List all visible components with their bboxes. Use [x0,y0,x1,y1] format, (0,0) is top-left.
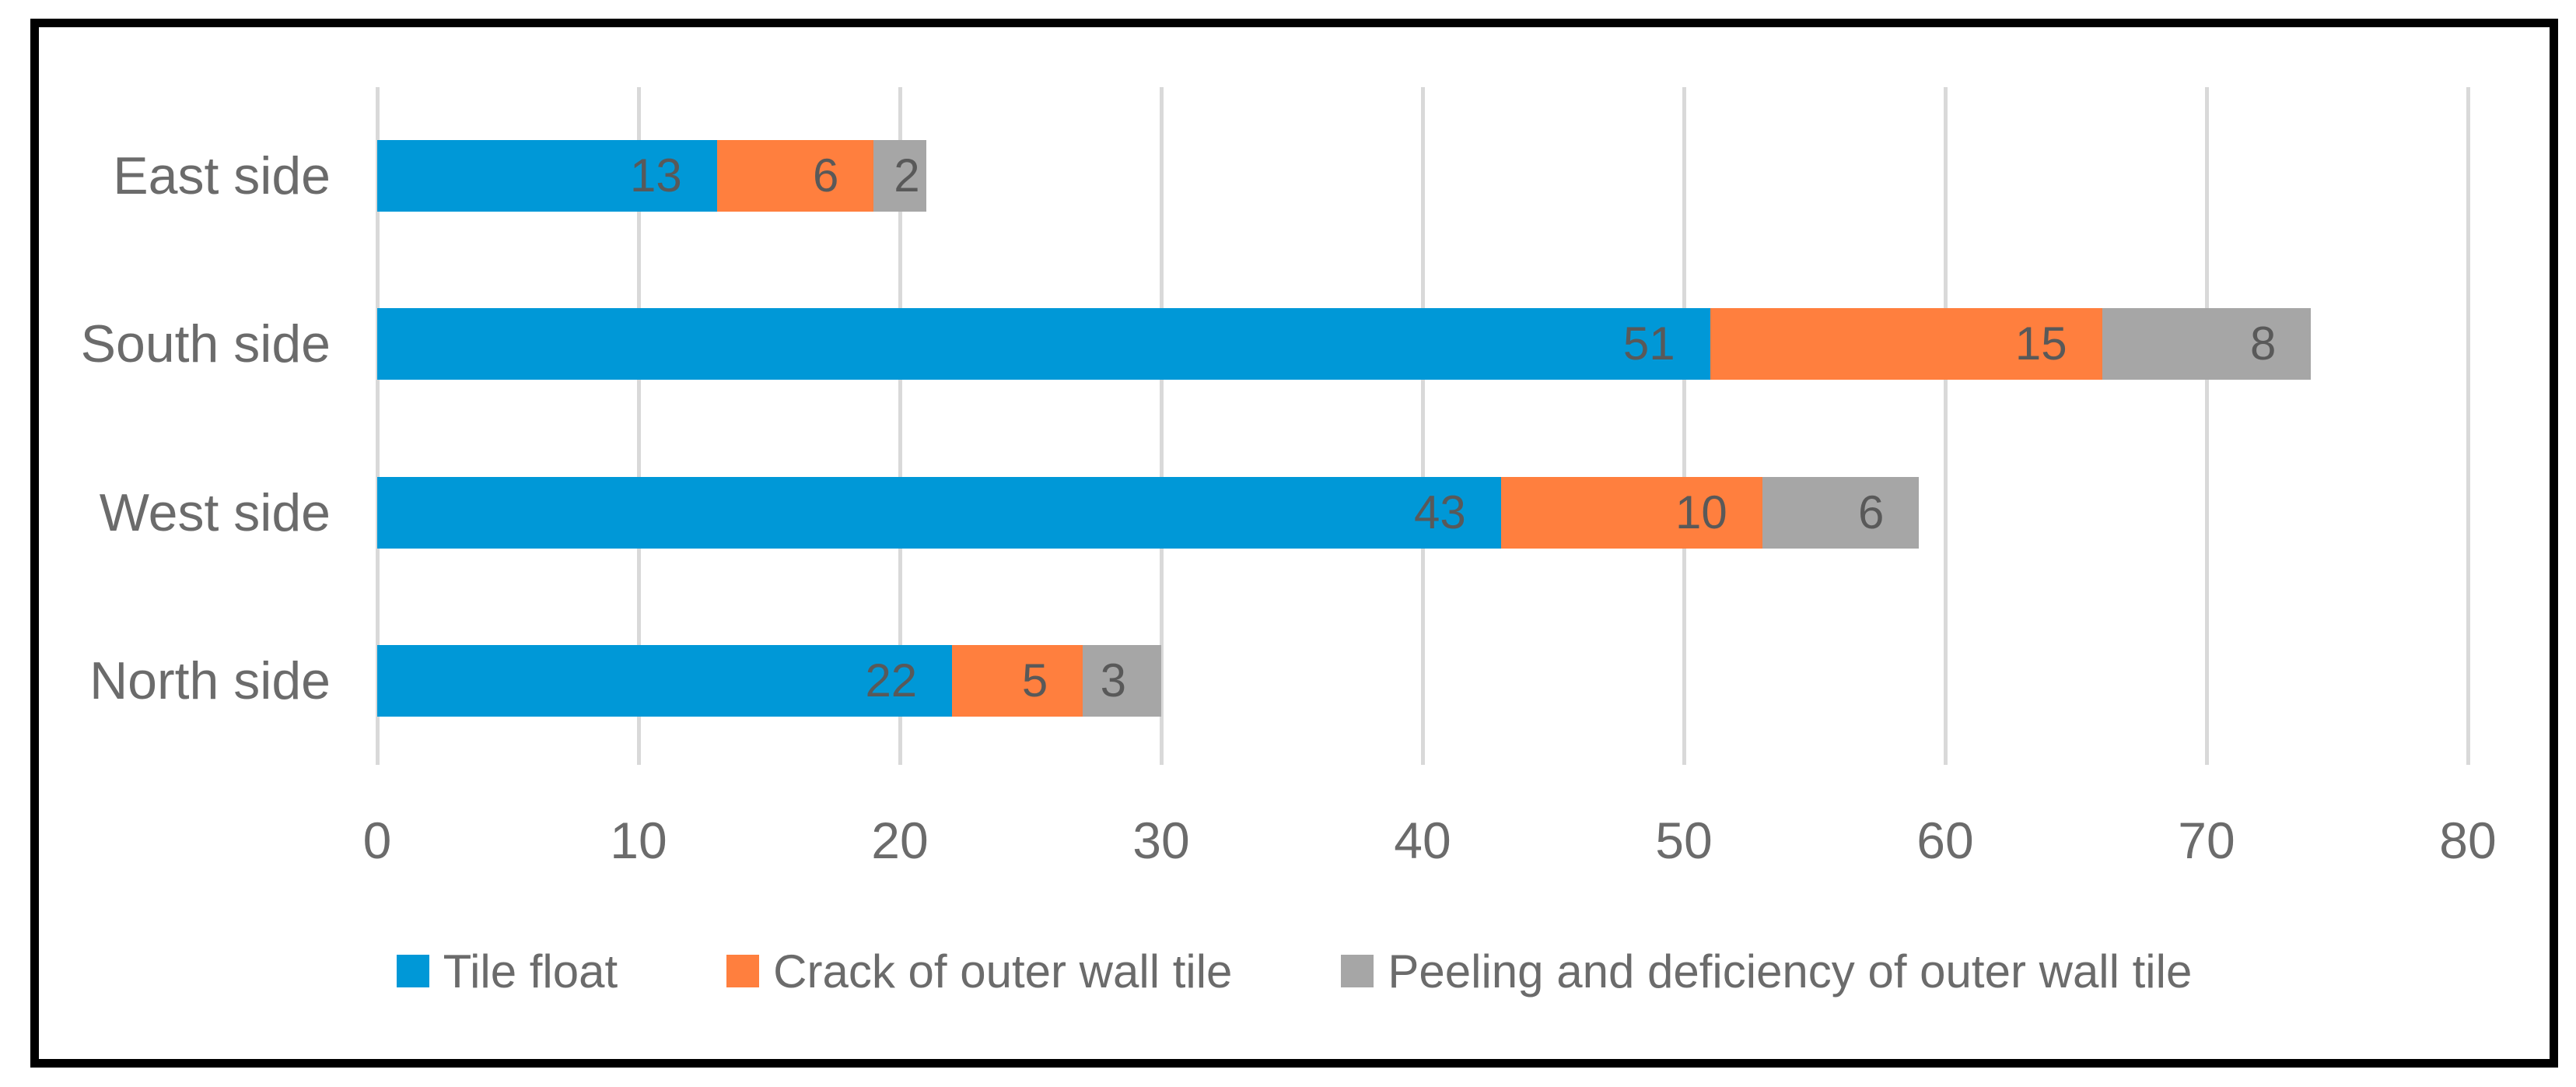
bar-segment [2102,308,2312,380]
data-label: 6 [813,149,839,202]
gridline [375,87,380,765]
legend-item-crack-of-outer-wall-tile: Crack of outer wall tile [726,945,1232,998]
bar-segment [1762,477,1920,549]
x-axis-tick-label: 30 [1132,812,1190,869]
gridline [2466,87,2470,765]
gridline [636,87,641,765]
gridline [2204,87,2209,765]
gridline [898,87,902,765]
data-label: 51 [1622,317,1675,370]
x-axis-tick-label: 40 [1394,812,1451,869]
bar-segment [377,140,717,212]
data-label: 5 [1021,654,1048,707]
x-axis-tick-label: 50 [1655,812,1713,869]
gridline [1682,87,1686,765]
bar-segment [377,477,1501,549]
category-label-north-side: North side [89,651,331,710]
bar-segment [952,645,1083,717]
legend-swatch-peeling-and-deficiency [1341,955,1374,987]
x-axis-tick-label: 20 [871,812,929,869]
legend-swatch-tile-float [396,955,429,987]
legend-label-tile-float: Tile float [443,945,618,998]
data-label: 10 [1675,486,1727,538]
x-axis-tick-label: 70 [2178,812,2235,869]
data-label: 3 [1100,654,1126,707]
data-label: 22 [865,654,918,707]
data-label: 43 [1414,486,1466,538]
data-label: 6 [1858,486,1885,538]
x-axis-tick-label: 80 [2439,812,2497,869]
legend-item-tile-float: Tile float [396,945,618,998]
gridline [1159,87,1164,765]
x-axis-tick-label: 10 [610,812,667,869]
x-axis-tick-label: 0 [362,812,392,869]
legend-swatch-crack-of-outer-wall-tile [726,955,760,987]
bar-segment [377,308,1710,380]
category-label-west-side: West side [99,483,331,542]
bar-segment [716,140,874,212]
category-label-east-side: East side [113,146,331,205]
data-label: 15 [2014,317,2067,370]
category-label-south-side: South side [80,314,331,373]
bar-segment [1500,477,1762,549]
data-label: 2 [894,149,920,202]
legend-item-peeling-and-deficiency: Peeling and deficiency of outer wall til… [1341,945,2192,998]
bar-segment [377,645,953,717]
legend-label-crack-of-outer-wall-tile: Crack of outer wall tile [773,945,1233,998]
legend: Tile float Crack of outer wall tile Peel… [30,931,2558,1012]
x-axis-tick-label: 60 [1916,812,1974,869]
data-label: 8 [2250,317,2277,370]
data-label: 13 [630,149,682,202]
bar-segment [1710,308,2102,380]
bar-segment [873,140,926,212]
legend-label-peeling-and-deficiency: Peeling and deficiency of outer wall til… [1388,945,2193,998]
gridline [1943,87,1948,765]
gridline [1420,87,1425,765]
bar-segment [1083,645,1161,717]
